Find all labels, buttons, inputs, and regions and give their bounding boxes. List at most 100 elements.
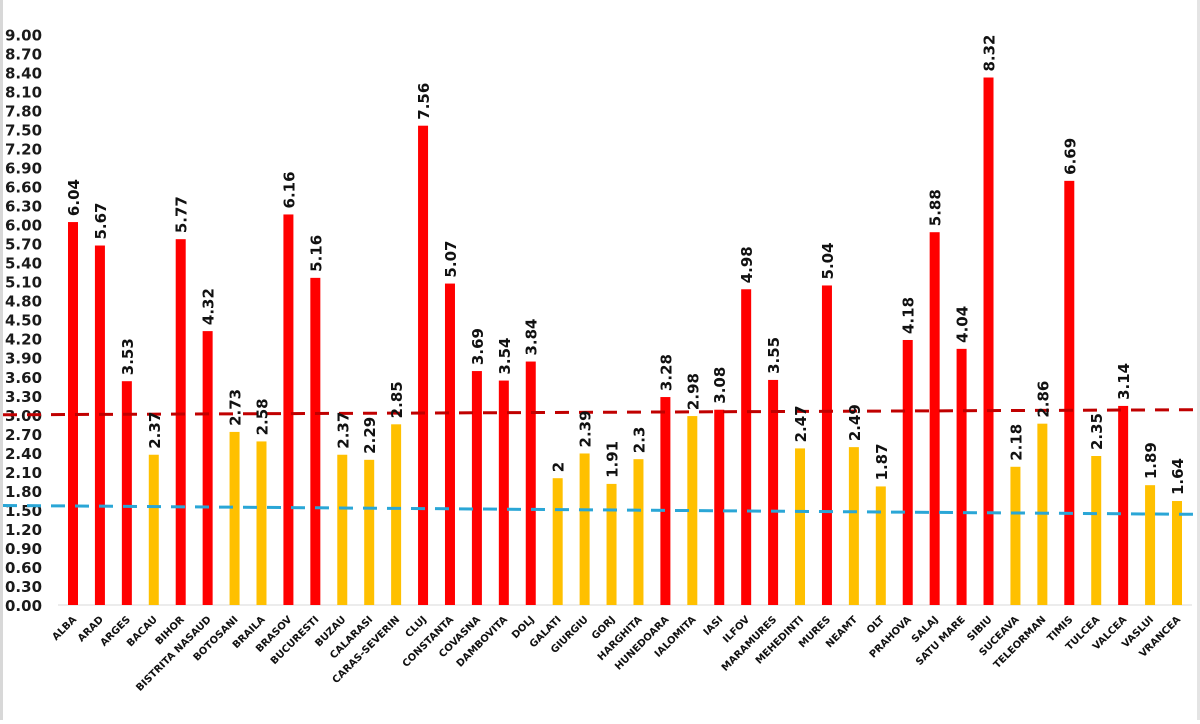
data-label: 2.3 [630, 427, 648, 454]
y-tick-label: 5.10 [5, 274, 42, 292]
data-label: 2.73 [227, 389, 245, 426]
y-tick-label: 3.60 [5, 369, 42, 387]
data-label: 3.08 [711, 367, 729, 404]
data-label: 5.88 [927, 189, 945, 226]
bar-sibiu [983, 77, 994, 605]
data-label: 5.67 [92, 203, 110, 240]
data-label: 2.49 [846, 404, 864, 441]
y-axis: 0.000.300.600.901.201.501.802.102.402.70… [5, 26, 42, 615]
data-label: 5.07 [442, 241, 460, 278]
data-label: 2.37 [334, 412, 352, 449]
data-label: 2 [550, 462, 568, 472]
x-tick-label: OLT [865, 614, 887, 636]
data-label: 8.32 [981, 34, 999, 71]
data-label: 2.98 [684, 373, 702, 410]
y-tick-label: 8.40 [5, 64, 42, 82]
y-tick-label: 0.00 [5, 597, 42, 615]
bar-mehedinti [795, 448, 806, 605]
bar-calarasi [364, 459, 375, 605]
y-tick-label: 2.40 [5, 445, 42, 463]
x-tick-label: IASI [702, 614, 726, 638]
y-tick-label: 1.20 [5, 521, 42, 539]
data-label: 4.98 [738, 246, 756, 283]
reference-lines [2, 408, 1198, 516]
bar-valcea [1118, 405, 1129, 605]
y-tick-label: 7.20 [5, 141, 42, 159]
y-tick-label: 3.90 [5, 350, 42, 368]
y-tick-label: 6.00 [5, 217, 42, 235]
bar-vrancea [1172, 501, 1182, 605]
bar-neamt [848, 447, 859, 605]
bar-arad [94, 245, 105, 605]
bar-olt [875, 486, 886, 605]
data-label: 1.64 [1169, 458, 1187, 495]
data-label: 3.69 [469, 328, 487, 365]
data-label: 5.16 [307, 235, 325, 272]
data-label: 2.85 [388, 381, 406, 418]
right-border [1197, 0, 1200, 720]
y-tick-label: 0.60 [5, 559, 42, 577]
y-tick-label: 7.80 [5, 102, 42, 120]
bar-ialomita [687, 416, 698, 605]
y-tick-label: 7.50 [5, 122, 42, 140]
y-tick-label: 9.00 [5, 26, 42, 44]
bar-vaslui [1145, 485, 1156, 605]
data-label: 4.04 [954, 306, 972, 343]
bar-bihor [175, 239, 186, 605]
bar-iasi [714, 409, 725, 605]
y-tick-label: 5.40 [5, 255, 42, 273]
data-label: 5.77 [173, 196, 191, 233]
data-label: 1.89 [1142, 442, 1160, 479]
y-tick-label: 2.70 [5, 426, 42, 444]
bar-satu-mare [956, 348, 967, 605]
red-threshold-line [2, 408, 1198, 417]
bar-bistrita-nasaud [202, 331, 213, 605]
data-label: 3.14 [1115, 363, 1133, 400]
data-label: 2.35 [1088, 413, 1106, 450]
data-label: 3.55 [765, 337, 783, 374]
bar-dolj [525, 361, 536, 605]
bar-suceava [1010, 466, 1021, 605]
bar-mures [821, 285, 832, 605]
bar-bucuresti [310, 277, 321, 605]
bar-maramures [768, 379, 779, 605]
data-label: 6.16 [280, 171, 298, 208]
bar-salaj [929, 232, 940, 605]
bar-brasov [283, 214, 294, 605]
y-tick-label: 0.30 [5, 578, 42, 596]
data-label: 2.18 [1007, 424, 1025, 461]
data-label: 2.86 [1034, 381, 1052, 418]
bar-alba [68, 222, 78, 605]
bar-botosani [229, 431, 240, 605]
bar-constanta [444, 283, 455, 605]
data-label: 7.56 [415, 83, 433, 120]
data-label: 6.69 [1061, 138, 1079, 175]
y-tick-label: 0.90 [5, 540, 42, 558]
data-label: 4.18 [900, 297, 918, 334]
y-tick-label: 6.30 [5, 198, 42, 216]
y-tick-label: 4.50 [5, 312, 42, 330]
data-label: 3.53 [119, 338, 137, 375]
y-tick-label: 8.70 [5, 45, 42, 63]
y-tick-label: 3.00 [5, 407, 42, 425]
data-label: 3.28 [657, 354, 675, 391]
bar-covasna [471, 371, 482, 605]
data-labels: 6.04 5.67 3.53 2.37 5.77 4.32 2.73 2.58 6.16 5.16… [65, 34, 1187, 495]
data-label: 1.91 [604, 441, 622, 478]
data-label: 2.29 [361, 417, 379, 454]
bar-galati [552, 478, 563, 605]
bars [68, 77, 1182, 606]
data-label: 2.37 [146, 412, 164, 449]
y-tick-label: 5.70 [5, 236, 42, 254]
data-label: 3.84 [523, 319, 541, 356]
y-tick-label: 6.60 [5, 179, 42, 197]
data-label: 2.47 [792, 405, 810, 442]
y-tick-label: 1.80 [5, 483, 42, 501]
bar-braila [256, 441, 267, 605]
y-tick-label: 4.20 [5, 331, 42, 349]
y-tick-label: 8.10 [5, 83, 42, 101]
x-tick-label: SATU MARE [914, 614, 968, 668]
data-label: 5.04 [819, 242, 837, 279]
